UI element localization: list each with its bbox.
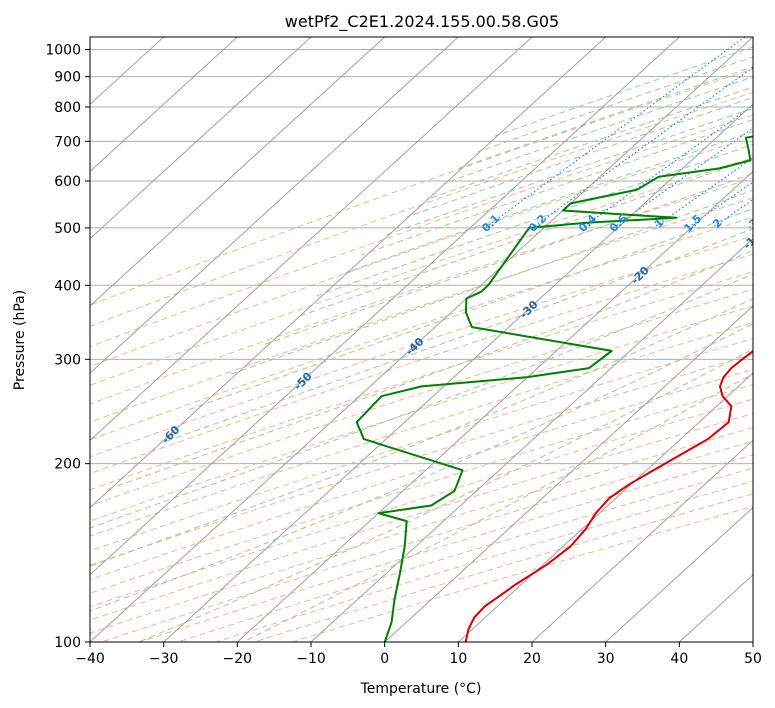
mixing-ratio-line (484, 37, 746, 229)
mixing-ratio-lines (484, 37, 753, 229)
dry-adiabat-line (215, 480, 753, 642)
isotherm-line (163, 103, 753, 642)
y-tick-label: 900 (54, 70, 81, 86)
dry-adiabat-line (90, 383, 753, 594)
dry-adiabat-line (90, 177, 753, 405)
y-tick-label: 100 (54, 635, 81, 651)
x-tick-label: 0 (380, 651, 389, 667)
dewpoint-trace (355, 135, 753, 642)
axes: −40 −30 −20 −10 0 10 20 30 40 50 100 200 300 400 500 60… (45, 43, 762, 667)
x-tick-label: 50 (744, 651, 762, 667)
y-tick-label: 500 (54, 221, 81, 237)
y-tick-label: 300 (54, 352, 81, 368)
dry-adiabat-line (254, 493, 753, 642)
isotherm-line (605, 506, 753, 642)
isotherm-line (90, 37, 680, 576)
dry-adiabat-line (90, 271, 753, 491)
temperature-trace (464, 349, 753, 642)
isotherm-line (236, 170, 753, 642)
x-tick-label: 20 (523, 651, 541, 667)
isotherm-line (90, 37, 386, 307)
dry-adiabat-line (90, 235, 753, 458)
moist-adiabat-line (264, 172, 753, 345)
mixing-ratio-label: 3 (747, 216, 762, 231)
moist-adiabat-line (494, 46, 753, 137)
moist-adiabat-line (477, 56, 753, 153)
isotherm-line (384, 305, 753, 642)
dry-adiabat-line (90, 253, 753, 475)
moist-adiabat-line (361, 119, 753, 256)
sounding-traces (355, 135, 753, 642)
mixing-ratio-line (612, 127, 753, 229)
isotherm-line (531, 439, 753, 642)
isotherm-line (90, 37, 238, 173)
x-tick-label: 40 (670, 651, 688, 667)
dry-adiabat-line (90, 353, 753, 566)
moist-adiabat-line (137, 348, 753, 642)
x-tick-label: 10 (449, 651, 467, 667)
isotherm-line (90, 37, 607, 509)
isotherm-line (90, 37, 533, 442)
isotherm-line (310, 237, 753, 642)
moist-adiabats (90, 46, 753, 642)
dry-adiabat-line (90, 288, 753, 507)
dry-adiabat-line (90, 337, 753, 552)
x-tick-label: 30 (597, 651, 615, 667)
chart-title: wetPf2_C2E1.2024.155.00.58.G05 (285, 12, 559, 32)
plot-frame (89, 36, 754, 643)
y-tick-label: 600 (54, 174, 81, 190)
moist-adiabat-line (241, 373, 753, 642)
y-axis-label: Pressure (hPa) (12, 290, 28, 390)
y-tick-label: 700 (54, 134, 81, 150)
isotherms (90, 37, 753, 642)
x-axis-label: Temperature (°C) (360, 681, 482, 697)
moist-adiabat-line (186, 207, 753, 411)
plot-area: -100-90-80-70-60-50-40-30-20-1000.10.20.… (90, 37, 762, 642)
dry-adiabat-line (90, 427, 753, 634)
isotherm-line (90, 37, 459, 374)
dry-adiabat-line (90, 216, 753, 441)
y-tick-label: 800 (54, 100, 81, 116)
x-tick-label: −40 (75, 651, 105, 667)
isotherm-line (90, 37, 312, 240)
dry-adiabat-line (90, 413, 753, 621)
x-tick-label: −10 (296, 651, 326, 667)
isotherm-line (457, 372, 753, 642)
moist-adiabat-line (158, 228, 753, 445)
moist-adiabat-line (406, 96, 753, 218)
x-tick-label: −30 (149, 651, 179, 667)
dry-adiabat-line (292, 505, 753, 642)
x-tick-label: −20 (223, 651, 253, 667)
y-tick-label: 1000 (45, 43, 81, 59)
pressure-grid (90, 49, 753, 642)
isotherm-line (90, 37, 753, 642)
mixing-ratio-line (581, 104, 753, 229)
dry-adiabat-line (90, 114, 753, 348)
dry-adiabat-line (90, 398, 753, 608)
dry-adiabat-line (90, 157, 753, 386)
dry-adiabat-line (90, 369, 753, 580)
y-tick-label: 400 (54, 278, 81, 294)
mixing-ratio-line (653, 157, 753, 229)
moist-adiabat-line (458, 66, 753, 169)
moist-adiabat-line (426, 86, 753, 201)
y-tick-label: 200 (54, 457, 81, 473)
dry-adiabat-line (90, 197, 753, 423)
